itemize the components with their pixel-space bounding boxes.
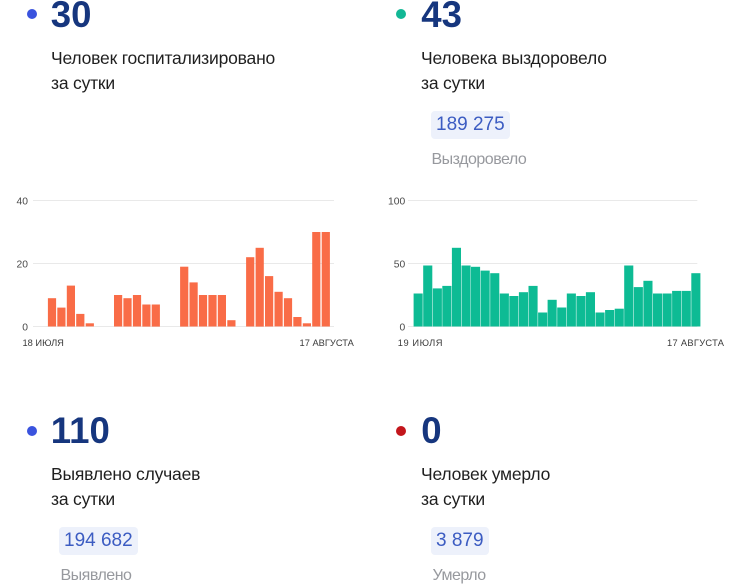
svg-text:19 ИЮЛЯ: 19 ИЮЛЯ xyxy=(398,338,443,348)
svg-text:18 ИЮЛЯ: 18 ИЮЛЯ xyxy=(23,338,64,348)
svg-text:17 АВГУСТА: 17 АВГУСТА xyxy=(300,338,355,348)
svg-text:0: 0 xyxy=(399,322,405,333)
svg-text:20: 20 xyxy=(17,259,29,270)
svg-text:0: 0 xyxy=(22,322,28,333)
svg-text:17 АВГУСТА: 17 АВГУСТА xyxy=(667,338,725,348)
svg-text:50: 50 xyxy=(394,259,406,270)
svg-text:40: 40 xyxy=(17,196,29,207)
svg-text:100: 100 xyxy=(388,196,405,207)
